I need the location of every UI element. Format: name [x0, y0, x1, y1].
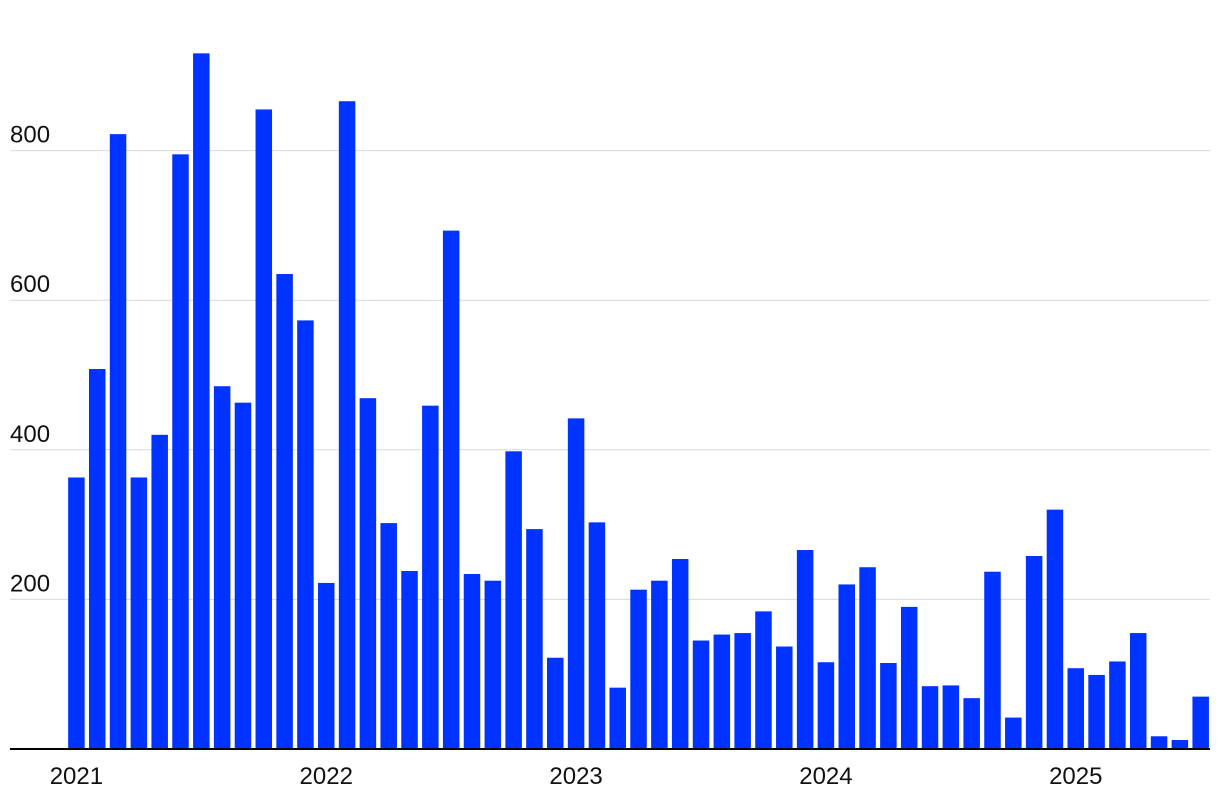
y-tick-label: 200 [10, 570, 50, 597]
y-tick-label: 600 [10, 271, 50, 298]
bar-2023-03 [609, 687, 626, 749]
bar-2022-08 [463, 573, 481, 749]
bar-2023-05 [651, 580, 668, 749]
bar-2025-07 [1192, 696, 1209, 749]
y-tick-label: 800 [10, 122, 50, 149]
bar-2022-07 [442, 230, 460, 749]
x-tick-label: 2025 [1049, 763, 1102, 790]
bar-2022-03 [359, 398, 377, 749]
bar-2021-06 [172, 154, 189, 750]
bar-2024-11 [1025, 556, 1043, 749]
bar-2023-10 [755, 611, 772, 749]
bar-2021-02 [88, 369, 106, 749]
bar-2022-11 [526, 529, 543, 749]
bar-2023-09 [734, 633, 751, 749]
y-tick-label: 400 [10, 421, 50, 448]
bar-2021-12 [297, 320, 314, 749]
bar-2022-12 [547, 657, 564, 749]
bar-2022-01 [318, 582, 335, 749]
bar-2025-06 [1171, 740, 1189, 749]
bar-2025-05 [1150, 736, 1168, 749]
bar-2023-02 [588, 522, 606, 749]
bar-2025-02 [1088, 674, 1105, 749]
bar-2021-10 [255, 109, 273, 749]
x-tick-label: 2024 [799, 763, 852, 790]
bar-2025-01 [1067, 668, 1085, 749]
bar-2023-04 [630, 589, 647, 749]
bar-2022-04 [380, 523, 397, 749]
bar-2025-03 [1109, 661, 1126, 749]
bar-2021-05 [151, 434, 168, 749]
bar-2024-10 [1005, 717, 1022, 749]
bar-2025-04 [1129, 633, 1147, 749]
bar-2021-07 [193, 53, 210, 750]
bar-2024-08 [963, 698, 980, 749]
bar-2022-05 [401, 570, 418, 749]
bar-2024-07 [942, 685, 960, 749]
bar-2023-01 [567, 418, 585, 749]
bar-2024-02 [838, 584, 855, 749]
bar-2022-06 [422, 405, 439, 749]
bar-2023-07 [692, 640, 710, 749]
bar-2023-12 [796, 550, 814, 749]
bar-2024-01 [817, 662, 835, 749]
bar-2021-08 [213, 386, 231, 749]
bar-2022-09 [484, 580, 502, 749]
x-tick-label: 2021 [50, 763, 103, 790]
bar-2022-10 [505, 451, 522, 749]
bar-2021-01 [68, 477, 85, 749]
bar-2023-08 [713, 634, 731, 749]
bar-2024-03 [859, 567, 876, 749]
x-tick-label: 2022 [300, 763, 353, 790]
bar-2022-02 [338, 101, 356, 750]
bar-2021-04 [130, 477, 148, 749]
bar-2024-12 [1046, 509, 1064, 749]
bar-2024-06 [921, 686, 939, 749]
bar-2024-04 [880, 662, 897, 749]
y-tick-labels: 200 400 600 800 [10, 122, 50, 598]
x-tick-label: 2023 [549, 763, 602, 790]
gridlines [10, 150, 1210, 600]
bar-2021-11 [276, 274, 293, 749]
bar-2021-03 [109, 134, 127, 749]
bars [68, 53, 1209, 750]
bar-2023-06 [671, 559, 689, 749]
x-tick-labels: 2021 2022 2023 2024 2025 [50, 763, 1103, 790]
bar-2023-11 [776, 646, 793, 749]
bar-2021-09 [234, 402, 252, 749]
bar-2024-05 [900, 606, 918, 749]
bar-2024-09 [984, 571, 1001, 749]
